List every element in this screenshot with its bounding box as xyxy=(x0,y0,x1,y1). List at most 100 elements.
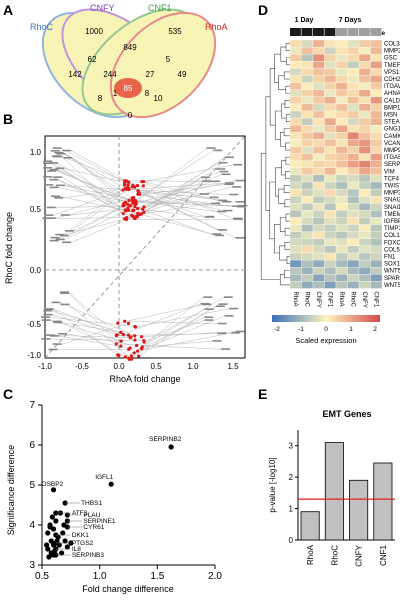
label-leader-line xyxy=(138,192,210,198)
heatmap-cell xyxy=(324,125,337,133)
labeled-point xyxy=(168,444,174,450)
x-tick-label: 2.0 xyxy=(208,571,222,582)
heatmap-cell xyxy=(347,39,360,48)
gene-label-mark xyxy=(203,296,213,298)
heatmap-cell xyxy=(370,252,383,261)
gene-label: IGFBP4 xyxy=(384,219,400,225)
heatmap-cell xyxy=(312,238,325,247)
heatmap-cell xyxy=(347,267,360,275)
gene-label: SNAI2 xyxy=(384,198,400,204)
heatmap-cell xyxy=(301,117,314,126)
gene-label-mark xyxy=(215,305,225,308)
y-tick-label: 0 xyxy=(289,536,294,545)
gene-label: AHNAK xyxy=(384,91,400,97)
heatmap-cell xyxy=(312,139,325,147)
gene-label-mark xyxy=(213,149,223,152)
gene-label-mark xyxy=(218,161,228,164)
gene-label-mark xyxy=(48,348,58,351)
gene-label-mark xyxy=(217,332,227,335)
heatmap-cell xyxy=(335,160,348,168)
gene-point xyxy=(136,190,141,194)
gene-point xyxy=(122,204,126,208)
label-leader-line xyxy=(137,332,232,352)
heatmap-cell xyxy=(289,274,302,282)
gene-point xyxy=(121,188,125,192)
heatmap-cell xyxy=(370,181,383,190)
legend-tick: -1 xyxy=(298,326,304,333)
heatmap-cell xyxy=(335,217,348,225)
label-leader-line xyxy=(141,157,225,215)
heatmap-cell xyxy=(347,203,360,211)
heatmap-cell xyxy=(324,96,337,105)
label-leader-line xyxy=(126,189,230,195)
gene-label-mark xyxy=(41,316,51,318)
emt-heatmap: 1 Day 7 Days Time COL3A1MMP2GSCTMEFF1VPS… xyxy=(260,17,400,345)
heatmap-cell xyxy=(335,188,348,197)
gene-label: TMEFF1 xyxy=(384,63,400,69)
dendrogram-branch xyxy=(284,199,290,208)
gene-label-mark xyxy=(49,239,59,242)
heatmap-cell xyxy=(301,75,314,83)
heatmap-cell xyxy=(347,110,360,119)
heatmap-cell xyxy=(358,224,371,232)
gene-label-mark xyxy=(235,179,245,182)
heatmap-cell xyxy=(358,167,371,176)
heatmap-cell xyxy=(358,125,371,133)
heatmap-cell xyxy=(370,89,383,97)
heatmap-cell xyxy=(312,125,325,133)
heatmap-cell xyxy=(324,82,337,90)
heatmap-cell xyxy=(358,82,371,90)
gene-label-mark xyxy=(216,168,226,170)
gene-label-mark xyxy=(211,180,221,183)
gene-point xyxy=(133,334,137,338)
gene-point xyxy=(135,343,139,348)
label-leader-line xyxy=(56,170,136,203)
heatmap-cell xyxy=(312,167,325,176)
heatmap-cell xyxy=(358,174,371,183)
heatmap-cell xyxy=(301,238,314,247)
column-label: CNFY xyxy=(315,292,321,308)
venn-count: 0 xyxy=(128,111,133,120)
gene-point xyxy=(125,202,130,206)
gene-label-mark xyxy=(52,147,62,149)
heatmap-cell xyxy=(335,274,348,282)
label-leader-line xyxy=(127,186,224,212)
gene-label-mark xyxy=(49,162,59,164)
gene-label: TCF4 xyxy=(384,176,400,182)
time-bar-cell xyxy=(347,28,359,36)
heatmap-cell xyxy=(312,224,325,232)
y-tick-label: -0.5 xyxy=(27,320,41,329)
data-point xyxy=(49,514,55,520)
gene-label-mark xyxy=(206,147,216,149)
heatmap-cell xyxy=(301,96,314,105)
gene-point xyxy=(137,354,141,358)
label-leader-line xyxy=(139,201,223,215)
dendrogram-branch xyxy=(284,270,290,279)
gene-label-mark xyxy=(54,197,64,199)
gene-label: GSC xyxy=(384,56,398,62)
label-leader-line xyxy=(133,186,233,211)
heatmap-cell xyxy=(289,103,302,112)
gene-label-mark xyxy=(204,319,214,321)
gene-label: WNT5A xyxy=(384,269,400,275)
significance-scatter: 0.5 1.0 1.5 2.0 3 4 5 6 7 SERPINB2 IGFL1 OSBP2 THBS… xyxy=(6,400,222,594)
heatmap-cell xyxy=(358,267,371,275)
heatmap-cell xyxy=(301,139,314,147)
gene-label: COL1A2 xyxy=(384,233,400,239)
x-tick-label: 1.5 xyxy=(150,571,164,582)
label-leader-line xyxy=(135,200,233,207)
gene-point xyxy=(124,217,129,222)
heatmap-cell xyxy=(347,174,360,183)
dendrogram-branch xyxy=(285,114,290,122)
point-label: PTGS2 xyxy=(72,540,94,547)
label-leader-line xyxy=(53,184,129,190)
dendrogram-branch xyxy=(283,185,290,193)
y-axis-label: Significance difference xyxy=(6,445,16,535)
dendrogram-branch xyxy=(284,227,290,236)
heatmap-cell xyxy=(301,252,314,261)
gene-point xyxy=(119,339,123,343)
heatmap-cell xyxy=(289,203,302,211)
gene-label-mark xyxy=(47,170,57,172)
gene-label-mark xyxy=(60,292,70,295)
label-leader-line xyxy=(52,308,118,356)
